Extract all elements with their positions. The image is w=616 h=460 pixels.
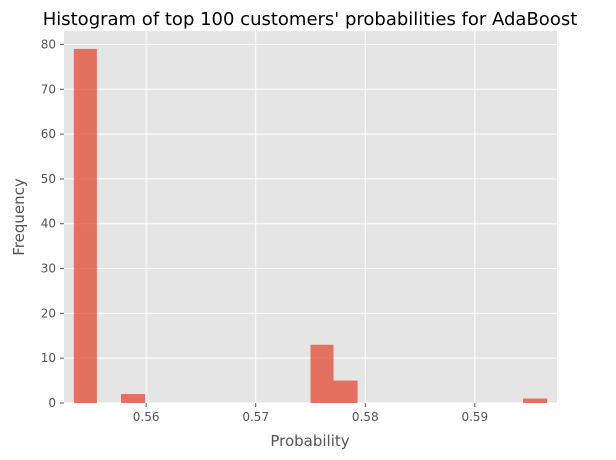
y-tick-label: 0 xyxy=(48,396,56,410)
histogram-bars xyxy=(73,48,548,404)
x-axis-label: Probability xyxy=(270,432,349,450)
y-tick-label: 60 xyxy=(41,127,56,141)
gridlines xyxy=(64,31,557,404)
y-tick-label: 70 xyxy=(41,82,56,96)
y-tick-label: 50 xyxy=(41,172,56,186)
y-tick-label: 80 xyxy=(41,37,56,51)
x-tick-label: 0.59 xyxy=(461,410,488,424)
x-tick-label: 0.56 xyxy=(133,410,160,424)
y-axis-ticks: 0 10 20 30 40 50 60 70 80 xyxy=(41,37,64,410)
y-tick-label: 30 xyxy=(41,262,56,276)
histogram-bar xyxy=(73,48,97,404)
y-tick-label: 40 xyxy=(41,217,56,231)
histogram-bar xyxy=(523,398,548,403)
x-axis-ticks: 0.56 0.57 0.58 0.59 xyxy=(133,403,488,424)
histogram-bar xyxy=(120,394,146,403)
histogram-bar xyxy=(333,380,358,403)
y-tick-label: 20 xyxy=(41,306,56,320)
histogram-bar xyxy=(310,344,334,403)
chart-title: Histogram of top 100 customers' probabil… xyxy=(43,9,578,30)
x-tick-label: 0.57 xyxy=(242,410,269,424)
x-tick-label: 0.58 xyxy=(352,410,379,424)
y-axis-label: Frequency xyxy=(10,178,28,256)
y-tick-label: 10 xyxy=(41,351,56,365)
